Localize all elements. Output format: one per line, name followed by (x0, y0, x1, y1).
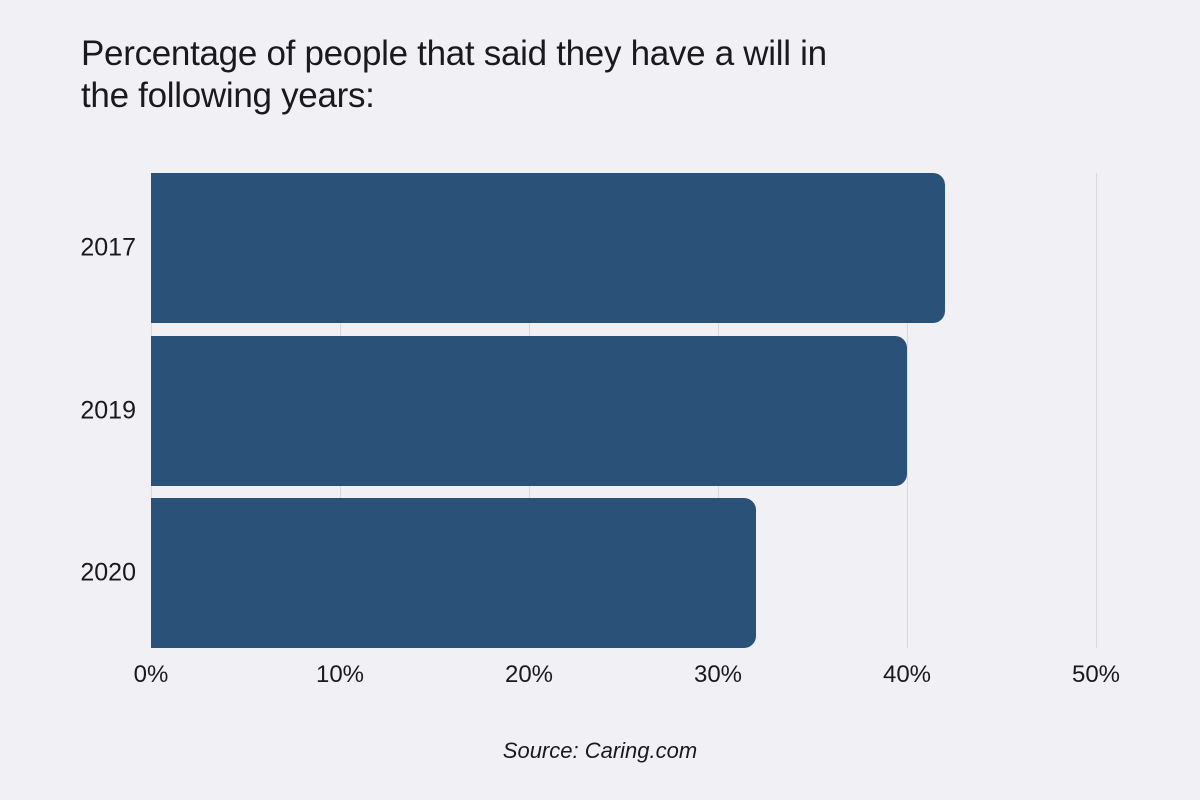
y-axis-label: 2019 (80, 396, 136, 424)
gridline-50% (1096, 173, 1097, 648)
bar-2020 (151, 498, 756, 648)
x-tick-label: 50% (1071, 661, 1121, 688)
gridline-40% (907, 173, 908, 648)
plot-area: 2017 2019 2020 (80, 173, 1097, 648)
bar-row: 2020 (80, 498, 1096, 648)
x-tick-label: 30% (693, 661, 743, 688)
chart-title-line1: Percentage of people that said they have… (81, 34, 827, 73)
bar-row: 2019 (80, 335, 1096, 486)
chart-title-line2: the following years: (81, 76, 375, 115)
x-axis: 0% 10% 20% 30% 40% 50% (134, 661, 1120, 691)
x-tick-label: 40% (882, 661, 932, 688)
y-axis-label: 2017 (80, 233, 136, 262)
y-axis-label: 2020 (80, 558, 136, 587)
bar-row: 2017 (80, 173, 1096, 323)
bar-2019 (151, 335, 907, 486)
chart-title: Percentage of people that said they have… (81, 33, 827, 117)
x-tick-label: 20% (504, 661, 554, 688)
x-tick-label: 0% (133, 661, 169, 688)
source-caption: Source: Caring.com (502, 738, 698, 763)
bar-2017 (151, 173, 945, 323)
x-tick-label: 10% (315, 661, 365, 688)
